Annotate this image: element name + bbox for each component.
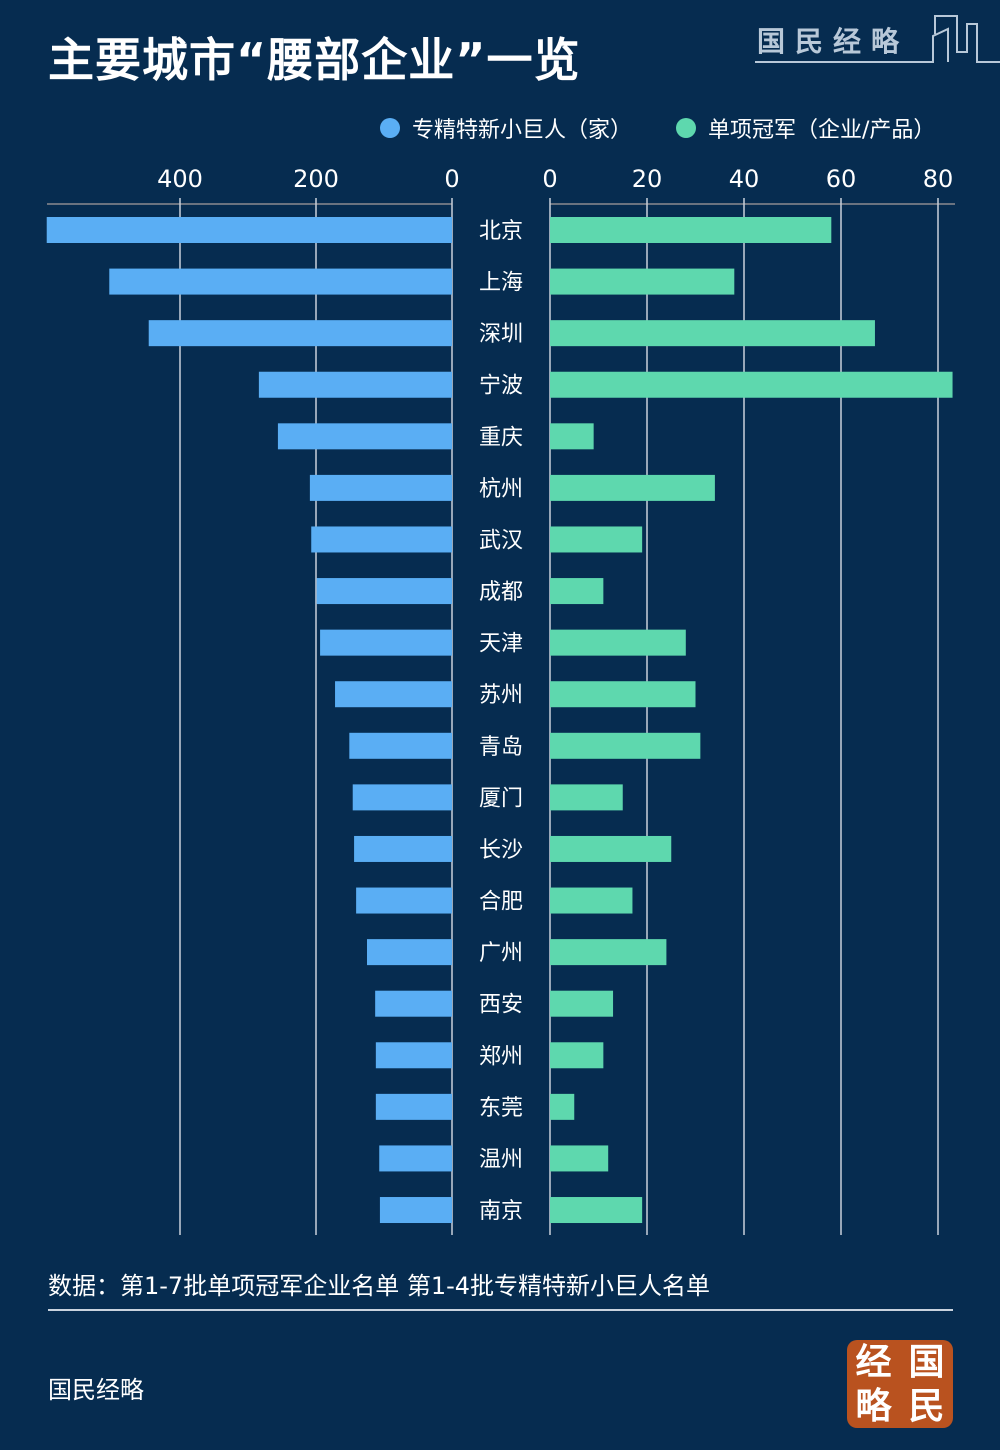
bar-champions [550, 629, 686, 656]
legend-dot-green [676, 118, 697, 138]
bar-champions [550, 423, 594, 450]
skyline-icon [755, 15, 1000, 63]
bar-champions [550, 887, 633, 914]
category-label: 北京 [479, 219, 523, 244]
bar-champions [550, 320, 875, 347]
bar-champions [550, 681, 696, 708]
legend-item-little-giants: 专精特新小巨人（家） [380, 112, 632, 144]
bar-little-giants [354, 835, 452, 862]
bar-champions [550, 732, 701, 759]
legend-dot-blue [380, 118, 400, 138]
bar-champions [550, 1145, 609, 1172]
bar-little-giants [311, 526, 452, 553]
butterfly-bar-chart: 400 200 0 0 20 40 60 80 北京上海深圳宁波重庆杭州武汉成都天津苏州青岛厦门… [46, 165, 955, 1235]
bar-champions [550, 784, 623, 811]
right-tick-label: 0 [542, 165, 557, 193]
category-label: 成都 [479, 580, 523, 605]
seal-char: 经 [855, 1341, 892, 1383]
category-label: 东莞 [479, 1096, 523, 1121]
right-tick-label: 40 [729, 165, 760, 193]
seal-char: 略 [855, 1385, 892, 1427]
category-label: 深圳 [479, 322, 523, 347]
bar-champions [550, 578, 604, 605]
bar-little-giants [320, 629, 452, 656]
category-label: 合肥 [479, 890, 523, 915]
category-label: 郑州 [479, 1044, 523, 1069]
category-label: 重庆 [479, 425, 523, 450]
category-label: 温州 [479, 1147, 523, 1172]
left-tick-label: 0 [444, 165, 459, 193]
bar-champions [550, 371, 953, 398]
category-label: 天津 [479, 632, 523, 657]
bar-little-giants [379, 1145, 452, 1172]
bar-champions [550, 474, 715, 501]
legend-label: 单项冠军（企业/产品） [708, 118, 936, 143]
bar-little-giants [277, 423, 452, 450]
legend-label: 专精特新小巨人（家） [412, 118, 633, 143]
bar-champions [550, 526, 643, 553]
category-label: 苏州 [479, 683, 523, 708]
category-label: 青岛 [479, 735, 523, 760]
bar-little-giants [309, 474, 452, 501]
chart-title: 主要城市“腰部企业”一览 [48, 33, 581, 87]
bar-little-giants [349, 732, 452, 759]
category-label: 广州 [479, 941, 523, 966]
category-label: 宁波 [479, 374, 523, 399]
brand-seal: 经国 略民 [847, 1340, 953, 1428]
category-label: 长沙 [479, 838, 523, 863]
bar-champions [550, 1093, 575, 1120]
bar-champions [550, 835, 672, 862]
left-tick-label: 400 [157, 165, 203, 193]
brand-logo: 国民经略 [755, 14, 1000, 69]
bar-little-giants [367, 939, 452, 966]
brand-name: 国民经略 [48, 1376, 144, 1404]
bar-little-giants [352, 784, 452, 811]
category-label: 南京 [479, 1199, 523, 1224]
bar-champions [550, 939, 667, 966]
source-note: 数据：第1-7批单项冠军企业名单 第1-4批专精特新小巨人名单 [48, 1272, 711, 1300]
bar-little-giants [379, 1197, 452, 1224]
bar-little-giants [375, 1042, 452, 1069]
bar-little-giants [335, 681, 452, 708]
legend-item-champions: 单项冠军（企业/产品） [676, 112, 935, 144]
category-label: 杭州 [479, 477, 523, 502]
divider [48, 1309, 953, 1311]
bar-little-giants [109, 268, 452, 295]
bar-champions [550, 990, 614, 1017]
right-tick-label: 60 [826, 165, 857, 193]
seal-char: 民 [908, 1385, 945, 1427]
bar-little-giants [46, 217, 452, 243]
logo-text: 国民经略 [757, 25, 910, 58]
left-tick-label: 200 [293, 165, 339, 193]
bar-little-giants [375, 990, 452, 1017]
bar-little-giants [375, 1093, 452, 1120]
category-label: 武汉 [479, 528, 523, 553]
seal-char: 国 [908, 1341, 945, 1383]
bar-little-giants [356, 887, 452, 914]
category-label: 西安 [479, 993, 523, 1018]
bar-little-giants [258, 371, 452, 398]
category-label: 厦门 [479, 786, 523, 811]
right-tick-label: 80 [923, 165, 954, 193]
bar-little-giants [148, 320, 452, 347]
category-label: 上海 [479, 271, 523, 296]
bar-champions [550, 1042, 604, 1069]
right-tick-label: 20 [632, 165, 663, 193]
bar-champions [550, 1197, 643, 1224]
bar-champions [550, 217, 832, 243]
legend: 专精特新小巨人（家） 单项冠军（企业/产品） [380, 112, 935, 144]
bar-champions [550, 268, 735, 295]
bar-little-giants [316, 578, 452, 605]
